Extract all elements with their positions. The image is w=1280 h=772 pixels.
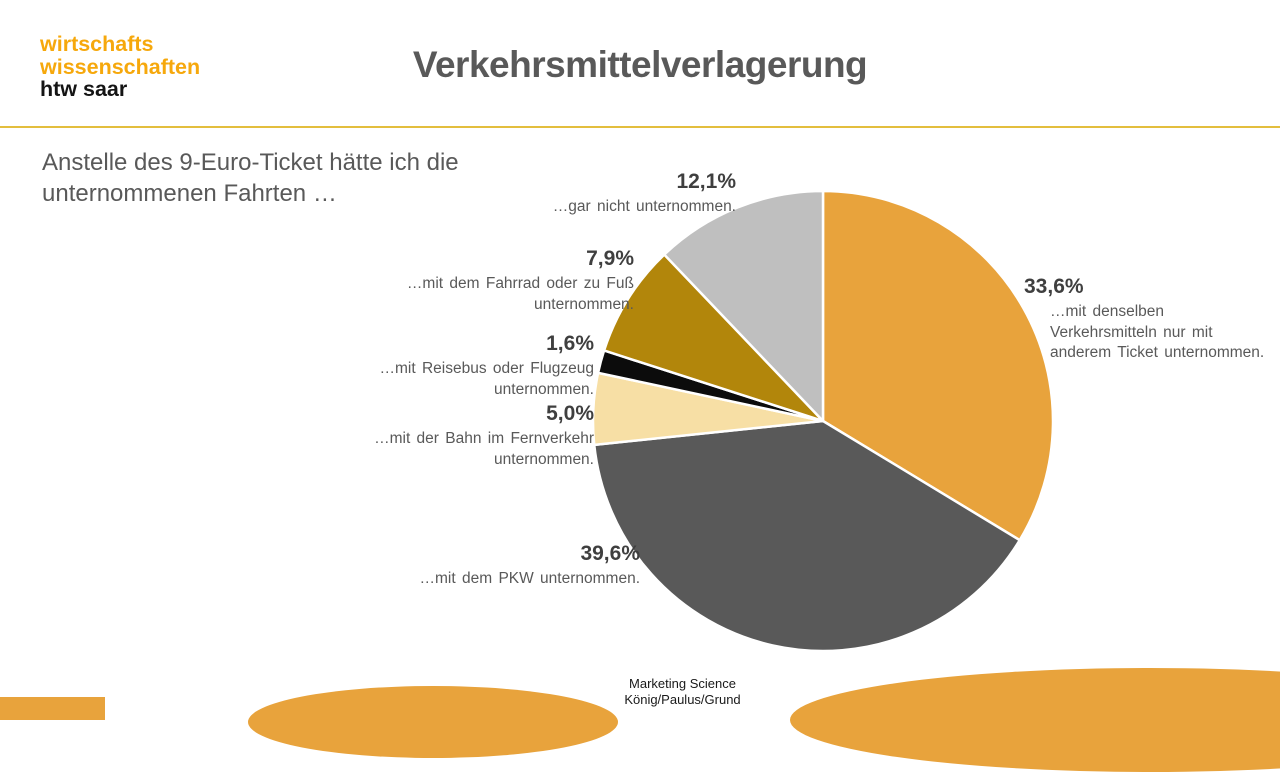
- logo-line-2: wissenschaften: [40, 54, 201, 79]
- pie-slice-1: [592, 419, 1021, 653]
- pie-slice-4: [602, 253, 825, 423]
- footer-line-1: Marketing Science: [629, 676, 736, 691]
- pie-label-reisebus: 1,6% …mit Reisebus oder Flugzeug unterno…: [364, 331, 595, 400]
- slide: { "header": { "logo_line1": "wirtschafts…: [0, 32, 1280, 772]
- slice-caption: …gar nicht unternommen.: [552, 198, 736, 215]
- percent-value: 33,6%: [1024, 275, 1084, 298]
- percent-value: 39,6%: [580, 542, 640, 565]
- header-divider-line: [0, 126, 1280, 128]
- htw-saar-logo: wirtschafts wissenschaften htw saar: [40, 33, 200, 101]
- pie-label-pkw: 39,6% …mit dem PKW unternommen.: [360, 541, 640, 590]
- slice-caption: …mit denselben Verkehrsmitteln nur mit a…: [1050, 303, 1265, 361]
- slice-caption: …mit dem PKW unternommen.: [419, 570, 640, 587]
- pie-label-denselben: 33,6% …mit denselben Verkehrsmitteln nur…: [1024, 274, 1274, 364]
- pie-label-fahrrad: 7,9% …mit dem Fahrrad oder zu Fuß untern…: [394, 246, 634, 315]
- logo-line-3: htw saar: [40, 77, 128, 101]
- corner-rectangle-decoration: [0, 697, 105, 720]
- dome-circle-left-decoration: [248, 686, 618, 758]
- footer-credits: Marketing Science König/Paulus/Grund: [600, 676, 765, 707]
- slice-caption: …mit Reisebus oder Flugzeug unternommen.: [379, 360, 595, 398]
- percent-value: 7,9%: [586, 247, 634, 270]
- pie-label-bahn: 5,0% …mit der Bahn im Fernverkehr untern…: [364, 401, 594, 470]
- percent-value: 5,0%: [546, 402, 594, 425]
- slice-caption: …mit dem Fahrrad oder zu Fuß unternommen…: [406, 275, 634, 313]
- pie-slice-0: [821, 189, 1055, 542]
- footer-line-2: König/Paulus/Grund: [624, 691, 741, 707]
- pie-chart: [558, 156, 1098, 696]
- logo-line-1: wirtschafts: [40, 32, 154, 56]
- slide-title: Verkehrsmittelverlagerung: [412, 44, 868, 85]
- pie-chart-svg: [591, 189, 1055, 653]
- pie-label-garnicht: 12,1% …gar nicht unternommen.: [456, 169, 736, 218]
- percent-value: 1,6%: [546, 332, 594, 355]
- percent-value: 12,1%: [676, 170, 736, 193]
- pie-slice-5: [663, 189, 825, 423]
- question-text: Anstelle des 9-Euro-Ticket hätte ich die…: [42, 149, 459, 207]
- slice-caption: …mit der Bahn im Fernverkehr unternommen…: [374, 430, 594, 468]
